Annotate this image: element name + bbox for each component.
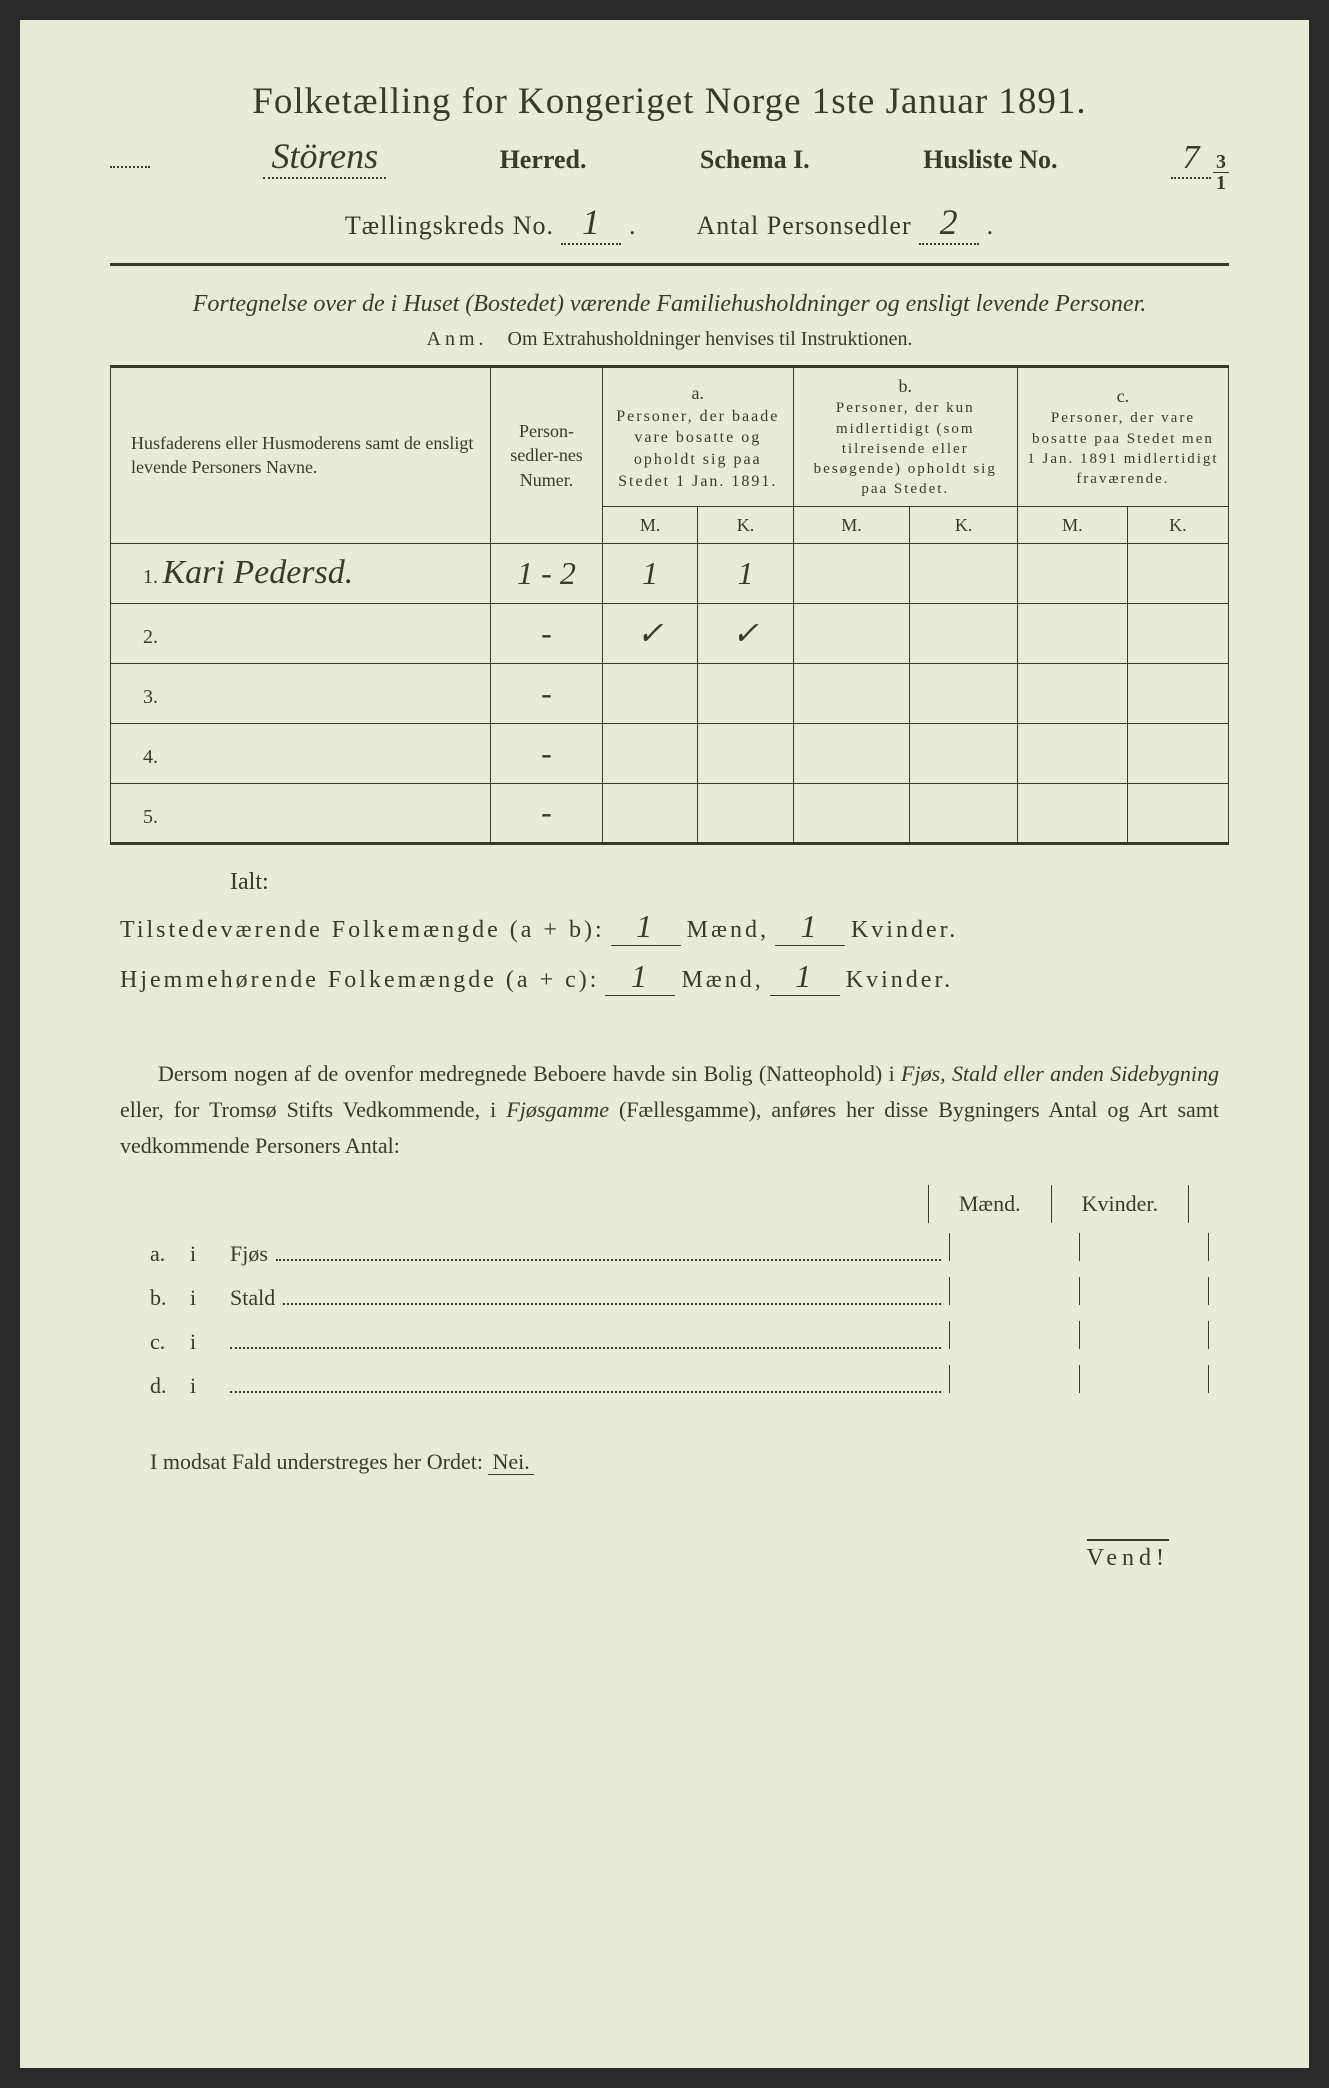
ialt-label: Ialt: — [230, 869, 1229, 896]
mk-header: Mænd. Kvinder. — [110, 1185, 1189, 1223]
th-b-k: K. — [910, 506, 1017, 543]
anm-text: Om Extrahusholdninger henvises til Instr… — [508, 328, 913, 350]
th-a-k: K. — [698, 506, 793, 543]
table-row: 5. - — [111, 783, 1229, 843]
dots-left — [110, 166, 150, 168]
list-item: c. i — [150, 1321, 1209, 1355]
antal-value: 2 — [919, 201, 979, 245]
th-a: a. Personer, der baade vare bosatte og o… — [602, 367, 793, 507]
th-c-k: K. — [1127, 506, 1228, 543]
vend-label: Vend! — [110, 1545, 1169, 1572]
building-list: a. i Fjøs b. i Stald c. i d. i — [150, 1233, 1209, 1399]
table-row: 4. - — [111, 723, 1229, 783]
th-navne: Husfaderens eller Husmoderens samt de en… — [111, 367, 491, 544]
husliste-fraction: 3 1 — [1213, 152, 1229, 193]
anm-line: Anm. Om Extrahusholdninger henvises til … — [110, 328, 1229, 351]
kreds-line: Tællingskreds No. 1 . Antal Personsedler… — [110, 201, 1229, 245]
totals-row-1: Tilstedeværende Folkemængde (a + b): 1 M… — [120, 908, 1219, 946]
subtitle: Fortegnelse over de i Huset (Bostedet) v… — [140, 286, 1199, 322]
th-b: b. Personer, der kun midlertidigt (som t… — [793, 367, 1017, 507]
list-item: a. i Fjøs — [150, 1233, 1209, 1267]
divider — [110, 263, 1229, 266]
building-paragraph: Dersom nogen af de ovenfor medregnede Be… — [120, 1056, 1219, 1165]
husliste-value: 7 — [1171, 139, 1211, 179]
list-item: d. i — [150, 1365, 1209, 1399]
mk-k: Kvinder. — [1051, 1185, 1189, 1223]
mk-m: Mænd. — [928, 1185, 1051, 1223]
nei-word: Nei. — [488, 1449, 533, 1475]
tkreds-value: 1 — [561, 201, 621, 245]
th-b-m: M. — [793, 506, 910, 543]
herred-line: Störens Herred. Schema I. Husliste No. 7… — [110, 135, 1229, 193]
t1-m: 1 — [611, 908, 681, 946]
th-c: c. Personer, der vare bosatte paa Stedet… — [1017, 367, 1228, 507]
list-item: b. i Stald — [150, 1277, 1209, 1311]
t2-m: 1 — [605, 958, 675, 996]
page-title: Folketælling for Kongeriget Norge 1ste J… — [110, 80, 1229, 123]
antal-label: Antal Personsedler — [696, 211, 911, 240]
t2-k: 1 — [770, 958, 840, 996]
anm-label: Anm. — [427, 328, 488, 350]
schema-label: Schema I. — [700, 145, 810, 175]
table-row: 2. -✓✓ — [111, 603, 1229, 663]
th-c-m: M. — [1017, 506, 1127, 543]
census-table: Husfaderens eller Husmoderens samt de en… — [110, 365, 1229, 845]
table-row: 3. - — [111, 663, 1229, 723]
th-a-m: M. — [602, 506, 697, 543]
husliste-label: Husliste No. — [923, 145, 1057, 175]
t1-k: 1 — [775, 908, 845, 946]
totals-row-2: Hjemmehørende Folkemængde (a + c): 1 Mæn… — [120, 958, 1219, 996]
nei-line: I modsat Fald understreges her Ordet: Ne… — [150, 1449, 1189, 1475]
census-form-page: Folketælling for Kongeriget Norge 1ste J… — [20, 20, 1309, 2068]
herred-value: Störens — [263, 135, 386, 179]
th-numer: Person-sedler-nes Numer. — [491, 367, 603, 544]
herred-label: Herred. — [500, 145, 587, 175]
tkreds-label: Tællingskreds No. — [345, 211, 554, 240]
table-row: 1. Kari Pedersd.1 - 211 — [111, 543, 1229, 603]
